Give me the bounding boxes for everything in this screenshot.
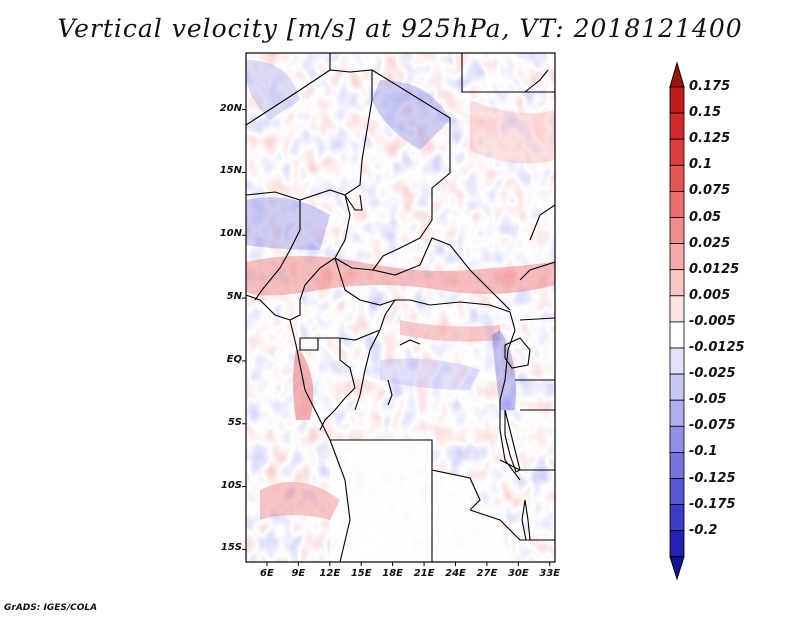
colorbar-swatch	[669, 399, 685, 427]
colorbar	[669, 61, 685, 581]
colorbar-swatch	[669, 347, 685, 375]
colorbar-swatch	[669, 243, 685, 271]
colorbar-swatch	[669, 295, 685, 323]
lon-tick-label: 15E	[350, 568, 372, 579]
colorbar-level-label: 0.1	[689, 157, 713, 173]
colorbar-level-label: -0.125	[689, 470, 736, 486]
lon-tick-label: 6E	[260, 568, 274, 579]
credit-text: GrADS: IGES/COLA	[4, 603, 98, 613]
colorbar-swatch	[669, 269, 685, 297]
lon-tick-label: 30E	[507, 568, 529, 579]
lon-tick-label: 21E	[413, 568, 435, 579]
colorbar-level-label: -0.2	[689, 522, 718, 538]
colorbar-level-label: -0.1	[689, 444, 718, 460]
longitude-ticks	[266, 562, 551, 566]
colorbar-level-label: -0.0125	[689, 340, 745, 355]
colorbar-swatch	[669, 321, 685, 349]
map-frame	[245, 52, 556, 563]
lon-tick-label: 24E	[445, 568, 466, 579]
lat-tick-label: 15S	[220, 542, 242, 554]
colorbar-swatch	[669, 451, 685, 479]
colorbar-swatch	[669, 112, 685, 140]
colorbar-swatch	[669, 478, 685, 506]
lat-tick-label: 5N	[226, 291, 242, 303]
colorbar-level-label: 0.0125	[689, 261, 740, 277]
colorbar-level-label: 0.005	[689, 287, 731, 303]
country-borders	[246, 53, 555, 562]
colorbar-swatch	[669, 504, 685, 532]
colorbar-level-label: 0.15	[689, 105, 722, 121]
colorbar-level-label: 0.025	[689, 235, 731, 251]
colorbar-level-label: 0.125	[689, 131, 731, 147]
colorbar-swatch	[669, 373, 685, 401]
lat-tick-label: 10N	[219, 228, 242, 240]
colorbar-swatch	[669, 425, 685, 453]
colorbar-swatch	[669, 217, 685, 245]
colorbar-swatch	[669, 190, 685, 218]
colorbar-swatch	[669, 530, 685, 558]
lon-tick-label: 12E	[319, 568, 341, 579]
lon-tick-label: 27E	[476, 568, 498, 579]
colorbar-swatch	[669, 86, 685, 114]
lon-tick-label: 18E	[382, 568, 404, 579]
lat-tick-label: 10S	[220, 479, 242, 491]
colorbar-level-label: -0.025	[689, 366, 736, 382]
colorbar-level-label: -0.05	[689, 392, 727, 408]
lat-tick-label: 15N	[219, 165, 242, 177]
colorbar-level-label: -0.175	[689, 496, 736, 512]
colorbar-bottom-arrow	[669, 556, 685, 581]
lon-tick-label: 33E	[539, 568, 561, 579]
colorbar-top-arrow	[669, 61, 685, 88]
colorbar-level-label: 0.05	[689, 209, 722, 225]
colorbar-level-label: -0.005	[689, 313, 736, 329]
colorbar-swatch	[669, 138, 685, 166]
colorbar-level-label: -0.075	[689, 418, 736, 434]
colorbar-level-label: 0.175	[689, 79, 731, 94]
lon-tick-label: 9E	[291, 568, 306, 579]
lat-tick-label: 5S	[227, 416, 242, 428]
colorbar-swatch	[669, 164, 685, 192]
chart-title: Vertical velocity [m/s] at 925hPa, VT: 2…	[57, 14, 743, 43]
lat-tick-label: EQ	[226, 353, 242, 365]
latitude-ticks	[242, 109, 246, 550]
lat-tick-label: 20N	[219, 102, 242, 114]
velocity-field	[246, 53, 555, 562]
colorbar-level-label: 0.075	[689, 183, 731, 199]
